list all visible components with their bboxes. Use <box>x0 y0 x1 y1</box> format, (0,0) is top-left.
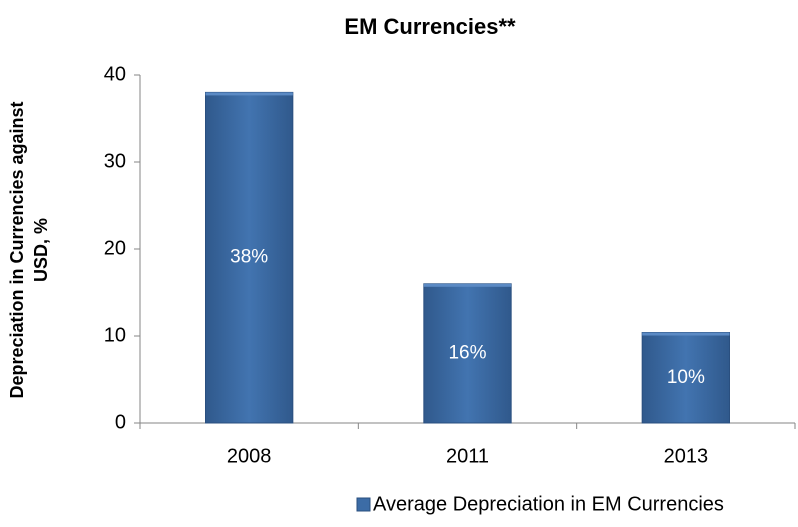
y-axis-title-line: Depreciation in Currencies against <box>7 101 27 398</box>
y-tick-label: 20 <box>104 237 126 259</box>
x-tick-label: 2011 <box>446 445 489 467</box>
y-tick-label: 40 <box>104 63 126 85</box>
y-axis-title: Depreciation in Currencies against USD, … <box>7 101 51 398</box>
bar-top <box>423 283 512 287</box>
y-axis-title-line: USD, % <box>31 218 51 282</box>
bar <box>641 332 731 424</box>
bar-top <box>205 92 293 96</box>
x-tick-label: 2008 <box>227 445 272 467</box>
legend-swatch <box>356 497 371 512</box>
y-tick-label: 0 <box>115 411 126 433</box>
bar <box>205 91 294 424</box>
chart-title: EM Currencies** <box>344 14 516 39</box>
x-tick-label: 2013 <box>664 445 709 467</box>
data-label: 10% <box>667 367 705 388</box>
data-label: 16% <box>448 342 486 363</box>
bar-top <box>642 332 730 336</box>
y-tick-label: 10 <box>104 324 126 346</box>
y-tick-label: 30 <box>104 150 126 172</box>
bar <box>423 283 512 424</box>
legend-label: Average Depreciation in EM Currencies <box>373 493 724 515</box>
data-label: 38% <box>230 247 268 268</box>
